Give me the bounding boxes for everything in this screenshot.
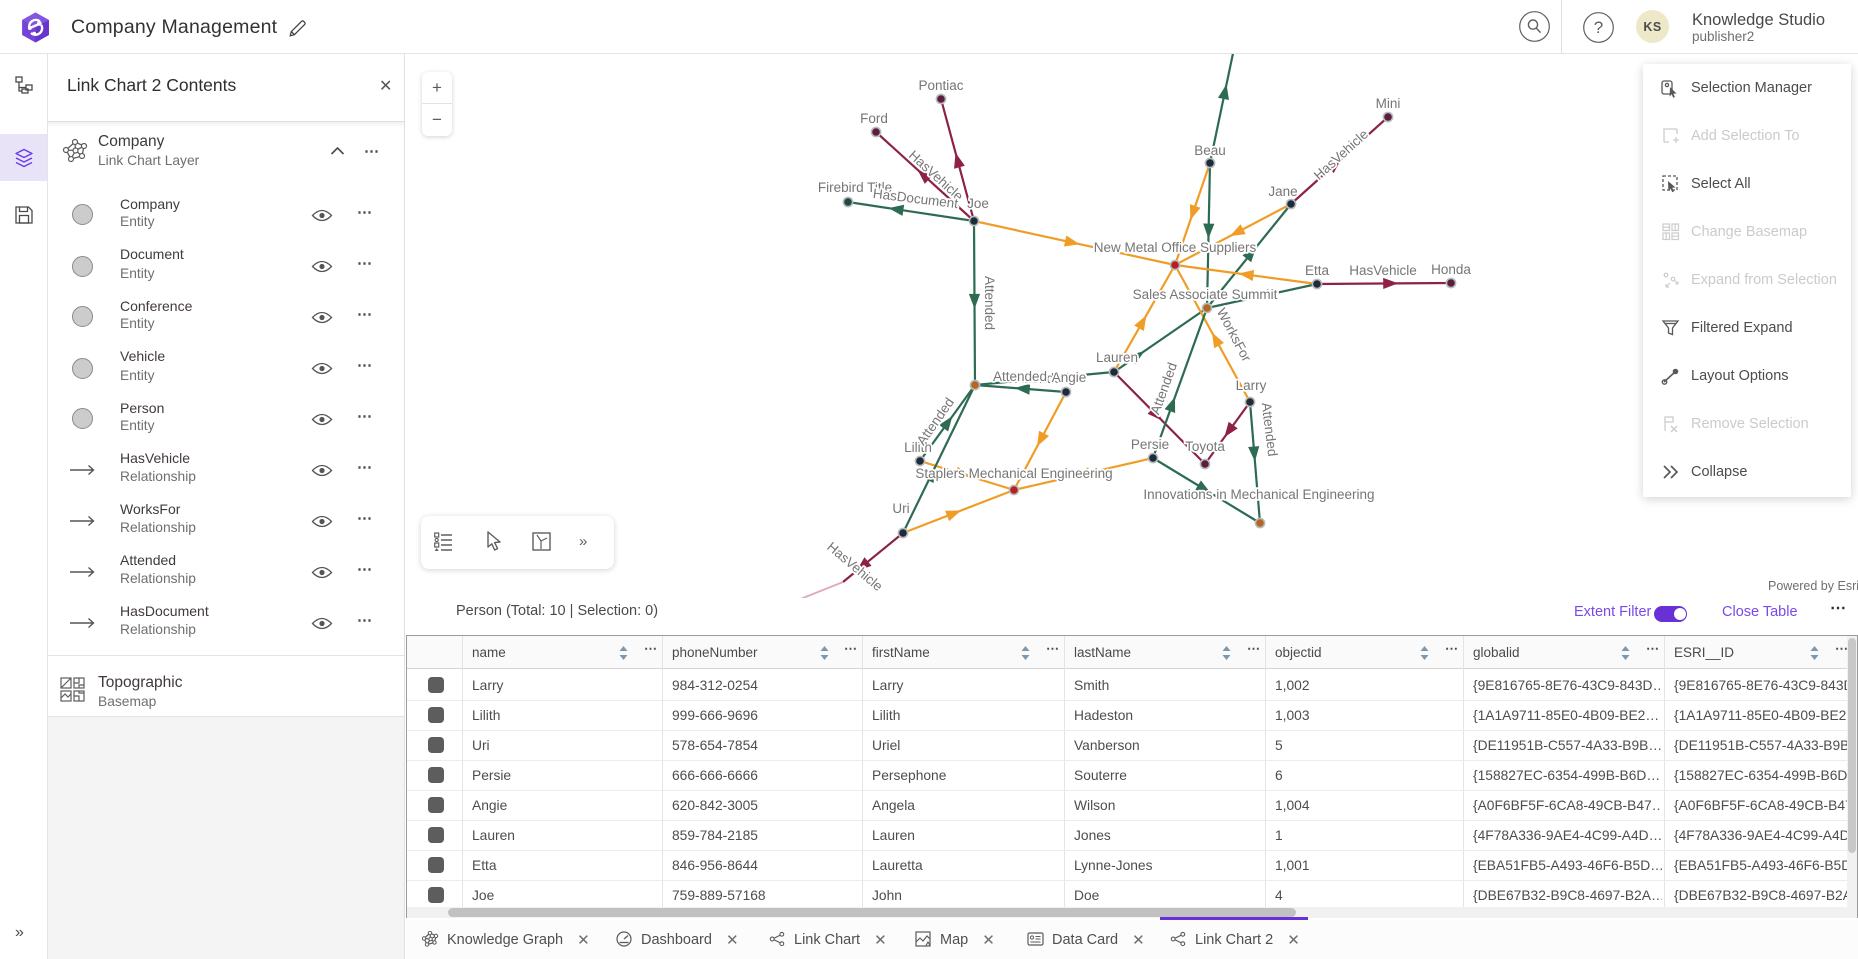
svg-text:Lauren: Lauren — [1096, 350, 1138, 365]
svg-text:Etta: Etta — [1305, 263, 1330, 278]
svg-text:Angie: Angie — [1052, 370, 1087, 385]
svg-text:Uri: Uri — [892, 501, 909, 516]
svg-text:Attended: Attended — [1147, 361, 1180, 417]
svg-text:Larry: Larry — [1236, 378, 1267, 393]
svg-text:Ford: Ford — [860, 111, 888, 126]
svg-text:New Metal Office Suppliers: New Metal Office Suppliers — [1094, 240, 1257, 255]
svg-text:Beau: Beau — [1194, 143, 1226, 158]
svg-text:Mini: Mini — [1376, 96, 1401, 111]
svg-text:Toyota: Toyota — [1185, 439, 1225, 454]
svg-text:Staplers Mechanical Engineerin: Staplers Mechanical Engineering — [915, 466, 1112, 481]
svg-text:Joe: Joe — [967, 196, 989, 211]
svg-text:Lilith: Lilith — [904, 440, 932, 455]
svg-text:?: ? — [1594, 18, 1603, 37]
svg-text:Attended: Attended — [1015, 371, 1069, 386]
svg-text:HasVehicle: HasVehicle — [1349, 263, 1417, 278]
svg-text:Sales Associate Summit: Sales Associate Summit — [1133, 287, 1278, 302]
svg-text:Innovations in Mechanical Engi: Innovations in Mechanical Engineering — [1143, 487, 1374, 502]
svg-text:Attended: Attended — [993, 369, 1047, 384]
svg-text:Persie: Persie — [1131, 437, 1169, 452]
svg-text:WorksFor: WorksFor — [1214, 306, 1255, 365]
svg-text:Attended: Attended — [1259, 402, 1280, 457]
svg-text:Firebird Title: Firebird Title — [818, 180, 892, 195]
svg-text:Jane: Jane — [1268, 184, 1297, 199]
svg-text:Attended: Attended — [982, 276, 997, 330]
svg-text:HasVehicle: HasVehicle — [1311, 126, 1371, 182]
svg-text:Honda: Honda — [1431, 262, 1471, 277]
svg-text:Pontiac: Pontiac — [918, 78, 963, 93]
